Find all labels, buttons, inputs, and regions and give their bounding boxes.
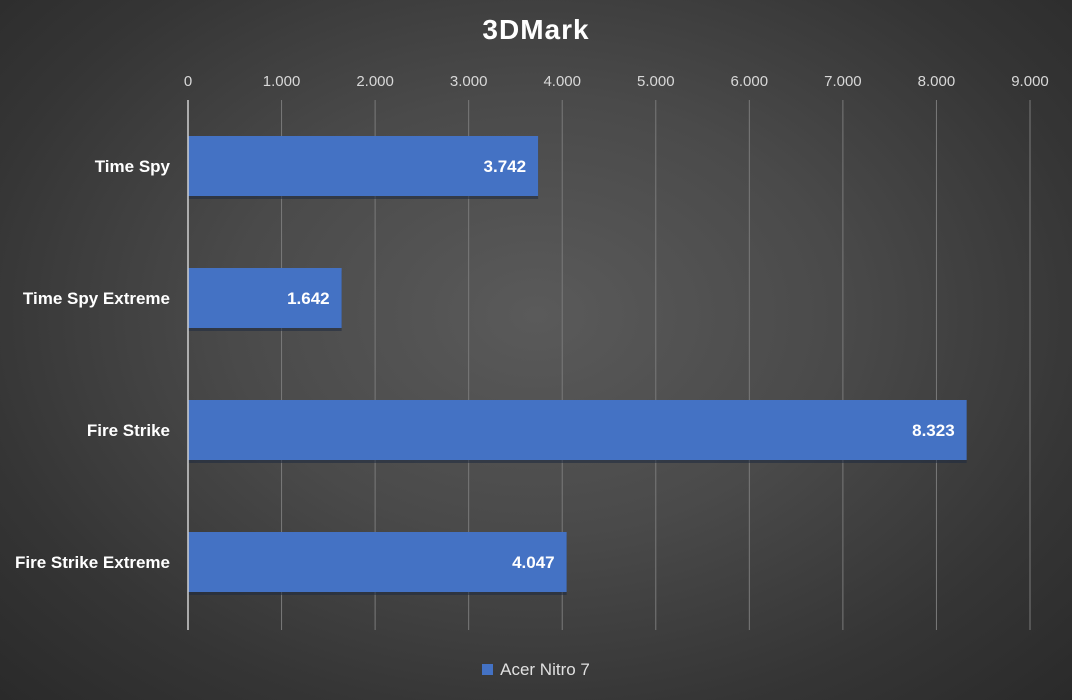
x-tick-label: 0 xyxy=(184,73,192,90)
legend-swatch xyxy=(482,664,494,675)
x-tick-label: 1.000 xyxy=(263,73,301,90)
chart-title: 3DMark xyxy=(482,14,590,45)
x-tick-label: 8.000 xyxy=(918,73,956,90)
category-label: Time Spy xyxy=(95,157,171,176)
data-label: 3.742 xyxy=(484,157,527,176)
legend-label: Acer Nitro 7 xyxy=(500,660,590,679)
x-tick-label: 2.000 xyxy=(356,73,394,90)
category-label: Fire Strike xyxy=(87,421,170,440)
x-tick-label: 7.000 xyxy=(824,73,862,90)
data-label: 1.642 xyxy=(287,289,330,308)
bar xyxy=(188,136,539,196)
x-tick-label: 4.000 xyxy=(543,73,581,90)
bar xyxy=(188,532,567,592)
data-label: 4.047 xyxy=(512,553,555,572)
data-label: 8.323 xyxy=(912,421,955,440)
x-tick-label: 3.000 xyxy=(450,73,488,90)
category-label: Time Spy Extreme xyxy=(23,289,170,308)
x-tick-label: 5.000 xyxy=(637,73,675,90)
legend: Acer Nitro 7 xyxy=(0,660,1072,680)
bar xyxy=(188,400,967,460)
category-label: Fire Strike Extreme xyxy=(15,553,170,572)
bar xyxy=(188,268,342,328)
x-tick-label: 6.000 xyxy=(731,73,769,90)
x-tick-label: 9.000 xyxy=(1011,73,1049,90)
